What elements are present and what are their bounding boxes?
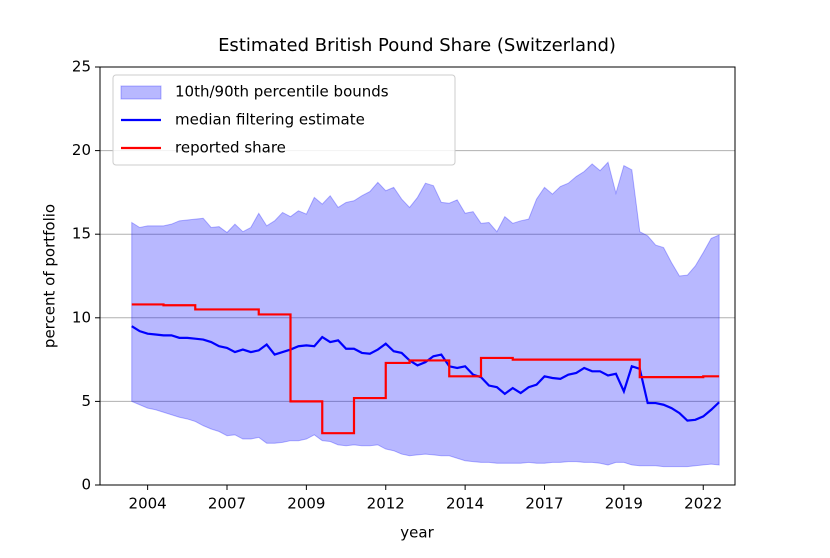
y-tick-label: 10 <box>72 308 91 326</box>
y-tick-label: 0 <box>81 476 91 494</box>
legend-label: median filtering estimate <box>175 111 365 129</box>
legend-label: reported share <box>175 139 286 157</box>
median-line <box>131 325 720 422</box>
x-tick-label: 2019 <box>605 495 643 513</box>
x-tick-label: 2007 <box>208 495 246 513</box>
x-tick-label: 2017 <box>525 495 563 513</box>
x-tick-label: 2012 <box>367 495 405 513</box>
x-axis-label: year <box>400 524 434 542</box>
y-tick-label: 15 <box>72 225 91 243</box>
legend-label: 10th/90th percentile bounds <box>175 83 389 101</box>
y-tick-label: 25 <box>72 58 91 76</box>
plot-frame <box>99 66 736 486</box>
legend-box <box>112 74 456 166</box>
y-tick-label: 20 <box>72 141 91 159</box>
x-tick-label: 2009 <box>287 495 325 513</box>
reported-line <box>131 303 720 435</box>
y-axis-label: percent of portfolio <box>41 204 59 348</box>
percentile-band <box>131 161 720 468</box>
legend-swatch <box>120 85 162 100</box>
x-tick-label: 2004 <box>129 495 167 513</box>
y-tick-label: 5 <box>81 392 91 410</box>
x-tick-label: 2022 <box>684 495 722 513</box>
chart-title: Estimated British Pound Share (Switzerla… <box>218 35 616 56</box>
x-tick-label: 2014 <box>446 495 484 513</box>
